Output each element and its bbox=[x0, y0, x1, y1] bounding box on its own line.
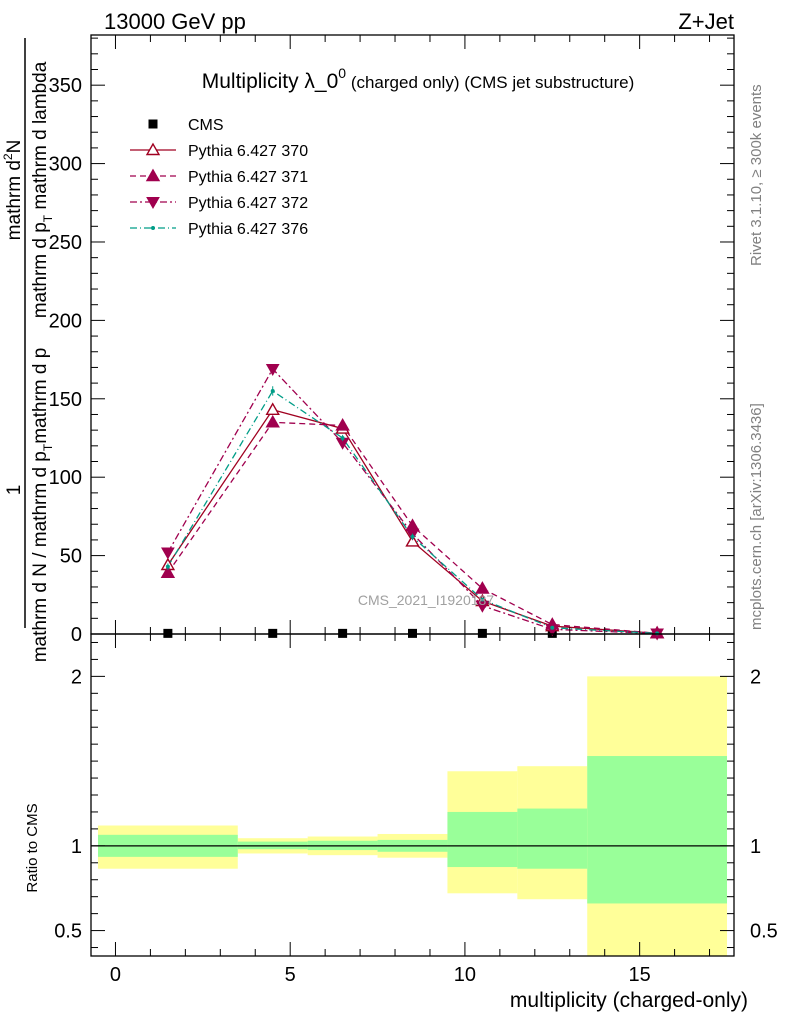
xlabel: multiplicity (charged-only) bbox=[510, 989, 748, 1012]
header-right: Z+Jet bbox=[678, 9, 734, 34]
ylabel-num2: mathrm d2N bbox=[1, 140, 25, 241]
mcplots-label: mcplots.cern.ch [arXiv:1306.3436] bbox=[748, 403, 765, 630]
watermark: CMS_2021_I1920187 bbox=[358, 592, 494, 608]
upper-ylabel: 1 mathrm d N / mathrm d pTmathrm d p mat… bbox=[1, 38, 55, 662]
ylabel-den1-main: mathrm d N / mathrm d p bbox=[30, 451, 51, 662]
lower-xtick-label-0: 0 bbox=[110, 964, 121, 986]
ratio-band-inner-5 bbox=[517, 808, 588, 869]
series-2-point-4 bbox=[475, 581, 490, 594]
series-4-point-4 bbox=[480, 597, 485, 602]
upper-ytick-label-150: 150 bbox=[49, 389, 82, 411]
lower-xtick-label-10: 10 bbox=[454, 964, 476, 986]
legend-label-1: Pythia 6.427 370 bbox=[188, 143, 308, 160]
series-3-point-5 bbox=[545, 624, 560, 637]
upper-ytick-label-250: 250 bbox=[49, 232, 82, 254]
legend-item-2: Pythia 6.427 371 bbox=[130, 168, 308, 186]
lower-axes: 0 5 10 15 0.5 0.5 1 1 2 2 bbox=[54, 633, 778, 986]
series-2-point-0 bbox=[160, 565, 176, 579]
header-left: 13000 GeV pp bbox=[104, 9, 246, 34]
ratio-band-inner-4 bbox=[447, 811, 518, 868]
series-4-point-5 bbox=[550, 625, 555, 630]
upper-ytick-label-300: 300 bbox=[49, 154, 82, 176]
legend-item-1: Pythia 6.427 370 bbox=[130, 142, 308, 160]
title-sup: 0 bbox=[338, 65, 346, 81]
ylabel-den2: mathrm d pT mathrm d lambda bbox=[30, 61, 55, 318]
legend-label-4: Pythia 6.427 376 bbox=[188, 221, 308, 238]
title-main: Multiplicity λ_0 bbox=[202, 70, 339, 93]
ylabel-den2-main: mathrm d p bbox=[30, 222, 51, 318]
legend-item-4: Pythia 6.427 376 bbox=[130, 221, 308, 238]
ratio-band-inner-6 bbox=[587, 756, 728, 904]
legend-marker-1 bbox=[145, 142, 161, 156]
series-1-point-1 bbox=[265, 402, 280, 415]
upper-ytick-label-0: 0 bbox=[71, 624, 82, 646]
upper-title: Multiplicity λ_00 (charged only) (CMS je… bbox=[202, 65, 635, 93]
legend: CMS Pythia 6.427 370 Pythia 6.427 371 Pythi… bbox=[130, 117, 308, 238]
lower-ytick-label-right-2: 2 bbox=[750, 666, 761, 688]
legend-marker-4 bbox=[151, 226, 155, 230]
rivet-label: Rivet 3.1.10, ≥ 300k events bbox=[748, 84, 765, 266]
ylabel-num2-main: mathrm d bbox=[4, 160, 25, 240]
ratio-bands bbox=[91, 676, 734, 956]
ylabel-den1-sub: T bbox=[41, 443, 55, 451]
legend-marker-2 bbox=[145, 168, 161, 182]
ylabel-den1-tail: mathrm d p bbox=[30, 348, 51, 444]
lower-ytick-label-left-1: 1 bbox=[71, 836, 82, 858]
lower-ytick-label-right-0.5: 0.5 bbox=[750, 921, 778, 943]
upper-ytick-label-350: 350 bbox=[49, 75, 82, 97]
series-2-point-2 bbox=[335, 418, 350, 431]
legend-item-3: Pythia 6.427 372 bbox=[130, 195, 308, 212]
upper-panel: CMS_2021_I1920187 050100150200250300350 … bbox=[49, 34, 735, 646]
legend-label-3: Pythia 6.427 372 bbox=[188, 195, 308, 212]
series-1-point-3 bbox=[405, 534, 420, 547]
lower-xtick-label-5: 5 bbox=[285, 964, 296, 986]
legend-label-2: Pythia 6.427 371 bbox=[188, 169, 308, 186]
lower-ytick-label-right-1: 1 bbox=[750, 836, 761, 858]
series-4-point-1 bbox=[270, 388, 275, 393]
lower-ylabel: Ratio to CMS bbox=[24, 803, 41, 892]
series-4-point-0 bbox=[165, 564, 170, 569]
series-3-point-1 bbox=[265, 363, 280, 377]
ylabel-den1: mathrm d N / mathrm d pTmathrm d p bbox=[30, 348, 55, 663]
upper-ytick-label-50: 50 bbox=[60, 546, 82, 568]
lower-ytick-label-left-0.5: 0.5 bbox=[54, 921, 82, 943]
ylabel-num2-sup: 2 bbox=[1, 153, 15, 160]
legend-item-0: CMS bbox=[148, 117, 224, 134]
ylabel-den2-tail: mathrm d lambda bbox=[30, 61, 51, 215]
legend-label-0: CMS bbox=[188, 117, 224, 134]
series-4-point-2 bbox=[340, 435, 345, 440]
title-suffix: (charged only) (CMS jet substructure) bbox=[346, 73, 634, 92]
ylabel-num1: 1 bbox=[4, 485, 25, 496]
lower-ytick-label-left-2: 2 bbox=[71, 666, 82, 688]
legend-marker-3 bbox=[146, 197, 160, 210]
upper-ytick-label-200: 200 bbox=[49, 310, 82, 332]
series-4-point-3 bbox=[410, 534, 415, 539]
ylabel-den2-sub: T bbox=[41, 214, 55, 222]
upper-ytick-label-100: 100 bbox=[49, 467, 82, 489]
series-2-point-1 bbox=[265, 414, 280, 428]
lower-panel: 0 5 10 15 0.5 0.5 1 1 2 2 bbox=[54, 633, 778, 986]
series-3-point-0 bbox=[161, 547, 175, 560]
lower-xtick-label-15: 15 bbox=[629, 964, 651, 986]
legend-marker-0 bbox=[148, 119, 158, 129]
ylabel-num2-tail: N bbox=[4, 140, 25, 154]
